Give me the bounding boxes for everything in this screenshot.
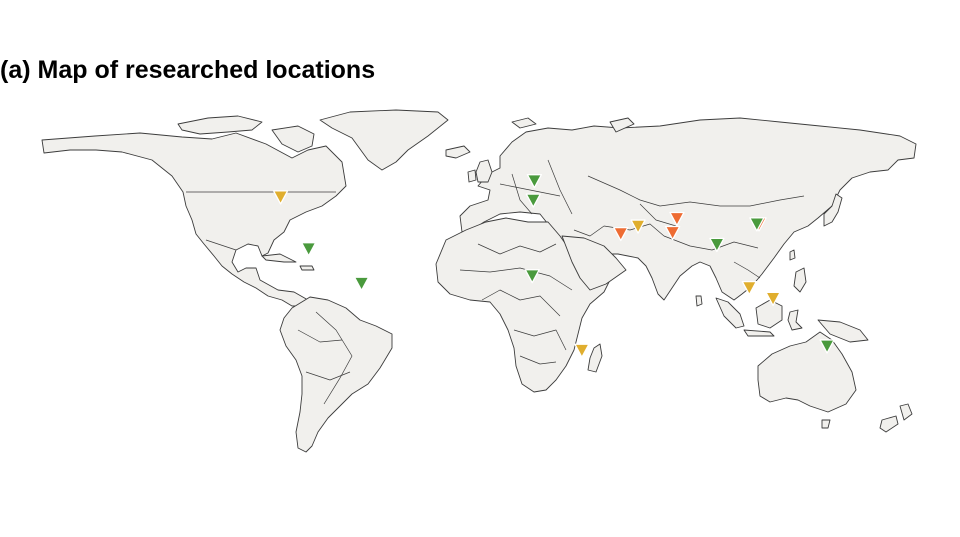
landmass-africa (435, 217, 611, 393)
landmass-sri-lanka (695, 295, 703, 307)
marker-layer (272, 174, 835, 358)
location-marker-yellow (272, 190, 289, 205)
landmass-new-guinea (817, 319, 869, 343)
landmass-sulawesi (787, 309, 803, 331)
location-marker-yellow (630, 219, 646, 234)
location-marker-green (749, 217, 765, 232)
location-marker-green (526, 174, 543, 189)
land-layer (41, 109, 917, 453)
location-marker-yellow (741, 280, 757, 296)
landmass-taiwan (789, 249, 796, 261)
location-marker-orange (664, 225, 681, 241)
landmass-iceland (445, 145, 471, 159)
landmass-great-britain (475, 159, 493, 183)
landmass-arctic-islands (177, 115, 263, 135)
landmass-ireland (467, 169, 477, 183)
location-marker-green (524, 269, 540, 284)
landmass-sumatra (715, 297, 745, 329)
landmass-borneo (755, 299, 783, 329)
landmass-arabia (561, 235, 627, 291)
location-marker-orange (669, 211, 685, 227)
landmass-north-america (41, 132, 347, 307)
location-marker-green (709, 237, 725, 253)
landmass-new-zealand-north (899, 403, 913, 421)
landmass-philippines (793, 267, 807, 293)
landmass-australia (757, 331, 857, 413)
landmass-south-america (279, 296, 393, 453)
location-marker-yellow (574, 343, 590, 358)
location-marker-green (301, 242, 317, 257)
landmass-japan (823, 193, 843, 227)
landmass-new-zealand-south (879, 415, 899, 433)
landmass-baffin-island (271, 125, 315, 153)
landmass-hispaniola (299, 265, 315, 271)
landmass-madagascar (587, 343, 603, 373)
location-marker-green (525, 193, 541, 208)
landmass-greenland (319, 109, 449, 171)
map-title: (a) Map of researched locations (0, 56, 376, 84)
landmass-java (743, 329, 775, 337)
location-marker-yellow (765, 291, 781, 307)
location-marker-green (819, 339, 835, 354)
landmass-cuba (261, 253, 297, 263)
location-marker-green (353, 276, 370, 291)
landmass-novaya-zemlya (609, 117, 635, 133)
country-borders (186, 159, 805, 405)
landmass-svalbard (511, 117, 537, 129)
location-marker-orange (613, 226, 629, 242)
landmass-tasmania (821, 419, 831, 429)
